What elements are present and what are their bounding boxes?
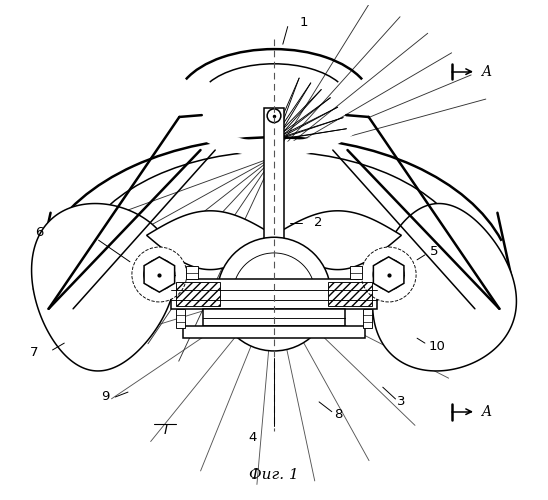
Text: 6: 6	[35, 226, 43, 239]
Bar	[171, 280, 377, 309]
Text: 3: 3	[397, 396, 406, 408]
Bar	[184, 326, 364, 338]
Text: 7: 7	[30, 346, 38, 360]
Circle shape	[144, 259, 175, 290]
Text: 4: 4	[248, 432, 256, 444]
Circle shape	[267, 109, 281, 122]
Polygon shape	[373, 257, 404, 292]
Polygon shape	[144, 257, 175, 292]
Bar	[186, 266, 198, 280]
Text: Фиг. 1: Фиг. 1	[249, 468, 299, 482]
Polygon shape	[179, 115, 369, 157]
Text: 2: 2	[314, 216, 323, 229]
Text: A: A	[481, 64, 491, 78]
Circle shape	[361, 247, 416, 302]
Bar	[363, 309, 372, 328]
Circle shape	[132, 247, 187, 302]
Polygon shape	[373, 204, 516, 371]
Text: 9: 9	[101, 390, 110, 404]
Text: A: A	[481, 404, 491, 418]
Polygon shape	[147, 211, 274, 270]
Bar	[176, 309, 185, 328]
Circle shape	[233, 253, 315, 336]
Text: 1: 1	[299, 16, 308, 29]
Bar	[350, 266, 362, 280]
Bar	[203, 309, 345, 326]
Circle shape	[217, 238, 331, 351]
Text: 10: 10	[429, 340, 446, 352]
Text: I: I	[163, 424, 167, 438]
Text: 5: 5	[430, 246, 438, 258]
Bar	[176, 282, 220, 306]
Bar	[264, 108, 284, 289]
Polygon shape	[32, 204, 175, 371]
Text: 8: 8	[334, 408, 342, 421]
Polygon shape	[274, 211, 401, 270]
Circle shape	[373, 259, 404, 290]
Bar	[328, 282, 372, 306]
